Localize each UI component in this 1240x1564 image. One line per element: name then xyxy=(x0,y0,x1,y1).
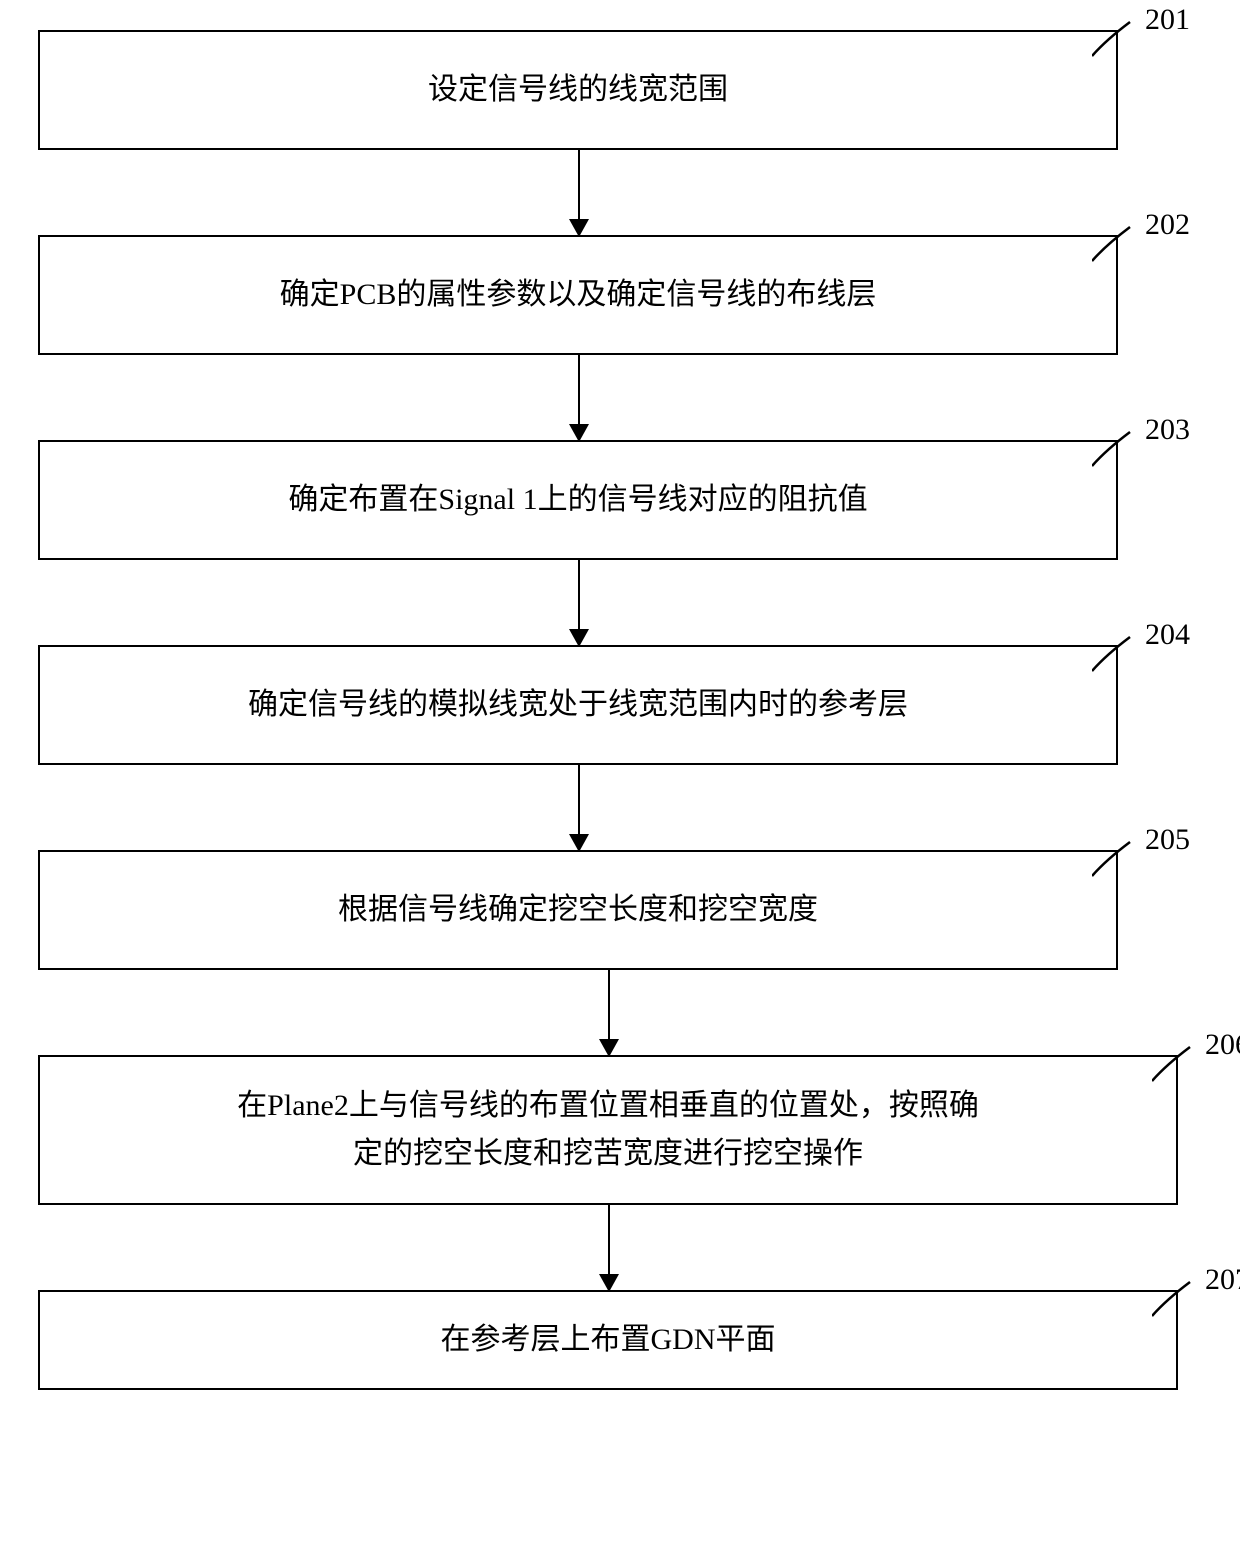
callout-curve-202 xyxy=(1092,223,1132,263)
step-label-207: 207 xyxy=(1205,1256,1240,1304)
step-container-201: 设定信号线的线宽范围 201 xyxy=(0,30,1240,150)
step-label-202: 202 xyxy=(1145,201,1190,249)
callout-curve-201 xyxy=(1092,18,1132,58)
arrow-201-202 xyxy=(0,150,1240,235)
step-box-207: 在参考层上布置GDN平面 207 xyxy=(38,1290,1178,1390)
step-label-205: 205 xyxy=(1145,816,1190,864)
arrow-205-206 xyxy=(0,970,1240,1055)
flowchart-container: 设定信号线的线宽范围 201 确定PCB的属性参数以及确定信号线的布线层 202… xyxy=(0,0,1240,1390)
step-label-203: 203 xyxy=(1145,406,1190,454)
step-box-204: 确定信号线的模拟线宽处于线宽范围内时的参考层 204 xyxy=(38,645,1118,765)
callout-curve-207 xyxy=(1152,1278,1192,1318)
arrow-204-205 xyxy=(0,765,1240,850)
step-text-204: 确定信号线的模拟线宽处于线宽范围内时的参考层 xyxy=(248,681,908,729)
arrow-206-207 xyxy=(0,1205,1240,1290)
step-container-203: 确定布置在Signal 1上的信号线对应的阻抗值 203 xyxy=(0,440,1240,560)
arrow-203-204 xyxy=(0,560,1240,645)
step-container-204: 确定信号线的模拟线宽处于线宽范围内时的参考层 204 xyxy=(0,645,1240,765)
step-label-201: 201 xyxy=(1145,0,1190,44)
step-text-205: 根据信号线确定挖空长度和挖空宽度 xyxy=(338,886,818,934)
arrow-202-203 xyxy=(0,355,1240,440)
step-text-207: 在参考层上布置GDN平面 xyxy=(441,1316,776,1364)
step-box-202: 确定PCB的属性参数以及确定信号线的布线层 202 xyxy=(38,235,1118,355)
step-text-201: 设定信号线的线宽范围 xyxy=(428,66,728,114)
step-container-202: 确定PCB的属性参数以及确定信号线的布线层 202 xyxy=(0,235,1240,355)
step-container-207: 在参考层上布置GDN平面 207 xyxy=(0,1290,1240,1390)
step-container-206: 在Plane2上与信号线的布置位置相垂直的位置处，按照确 定的挖空长度和挖苦宽度… xyxy=(0,1055,1240,1205)
step-box-203: 确定布置在Signal 1上的信号线对应的阻抗值 203 xyxy=(38,440,1118,560)
step-box-206: 在Plane2上与信号线的布置位置相垂直的位置处，按照确 定的挖空长度和挖苦宽度… xyxy=(38,1055,1178,1205)
step-container-205: 根据信号线确定挖空长度和挖空宽度 205 xyxy=(0,850,1240,970)
step-box-201: 设定信号线的线宽范围 201 xyxy=(38,30,1118,150)
step-text-202: 确定PCB的属性参数以及确定信号线的布线层 xyxy=(280,271,877,319)
step-label-206: 206 xyxy=(1205,1021,1240,1069)
step-label-204: 204 xyxy=(1145,611,1190,659)
step-text-203: 确定布置在Signal 1上的信号线对应的阻抗值 xyxy=(288,476,867,524)
callout-curve-206 xyxy=(1152,1043,1192,1083)
callout-curve-204 xyxy=(1092,633,1132,673)
callout-curve-203 xyxy=(1092,428,1132,468)
callout-curve-205 xyxy=(1092,838,1132,878)
step-box-205: 根据信号线确定挖空长度和挖空宽度 205 xyxy=(38,850,1118,970)
step-text-206: 在Plane2上与信号线的布置位置相垂直的位置处，按照确 定的挖空长度和挖苦宽度… xyxy=(237,1082,979,1178)
